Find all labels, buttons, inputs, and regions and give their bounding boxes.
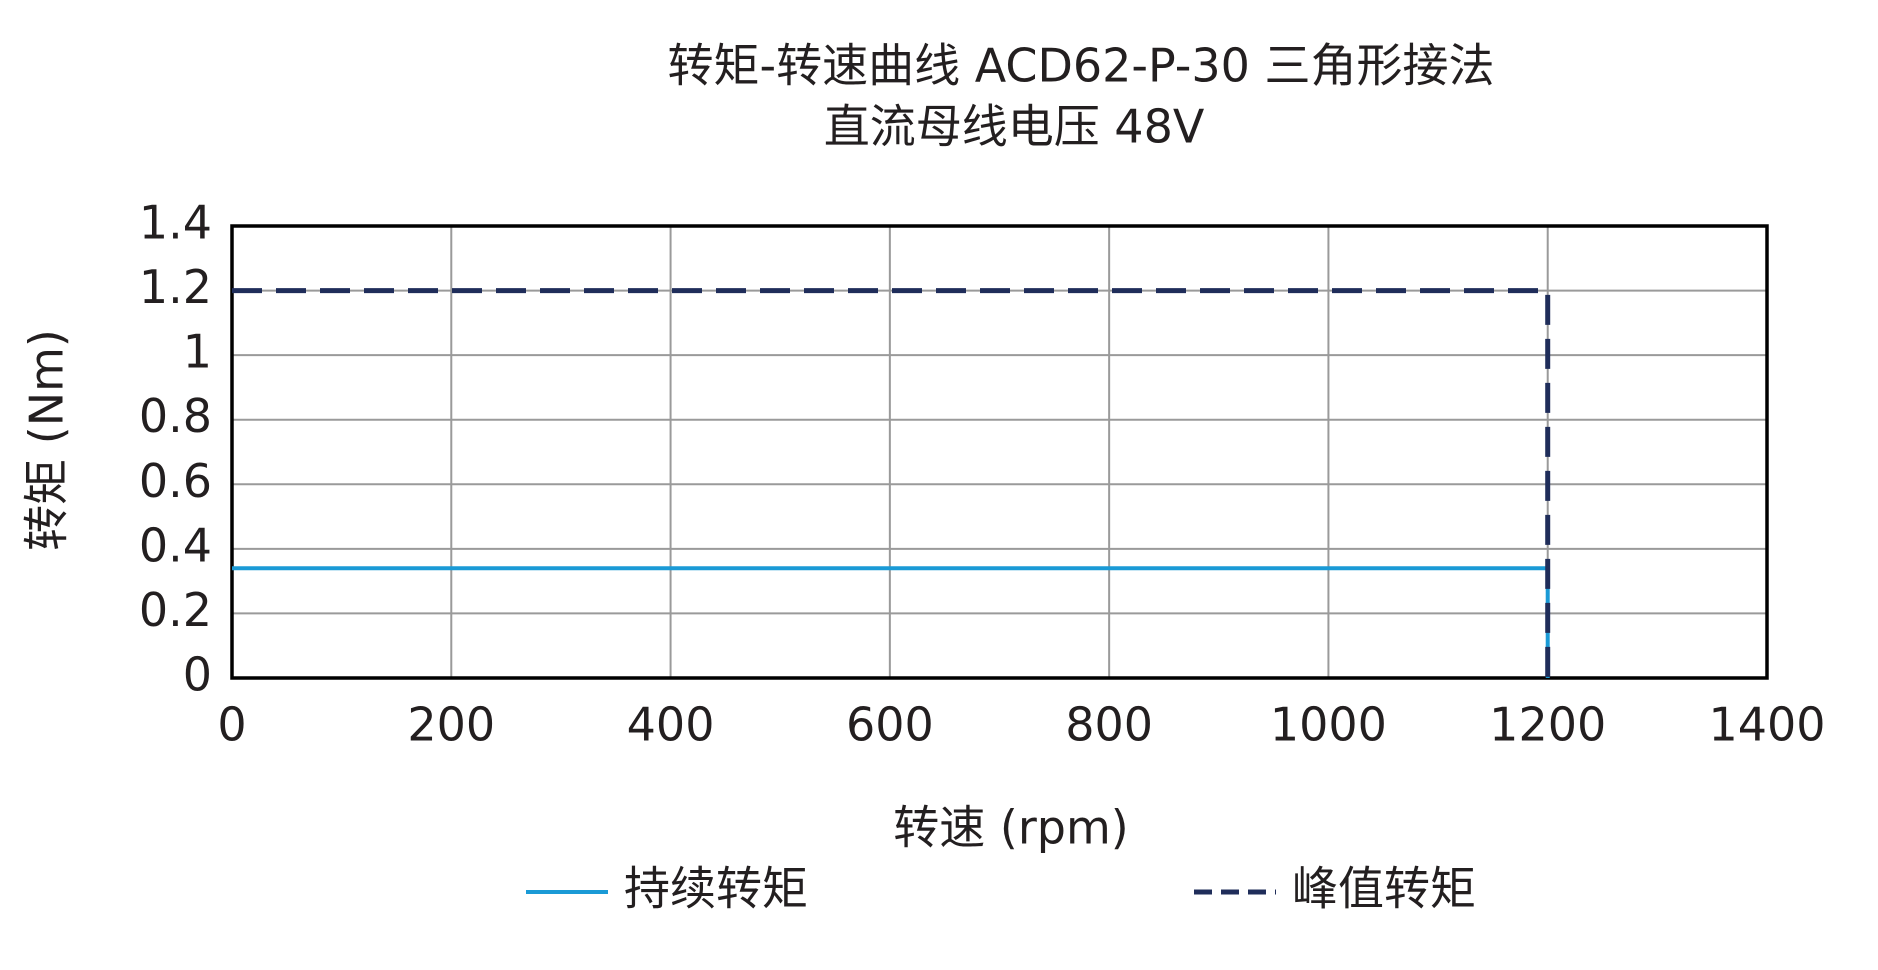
x-tick-label: 800 xyxy=(1065,698,1153,752)
y-tick-label: 1 xyxy=(183,325,212,379)
x-axis-label: 转速 (rpm) xyxy=(893,801,1128,855)
x-tick-label: 1000 xyxy=(1270,698,1387,752)
x-tick-label: 1200 xyxy=(1489,698,1606,752)
x-tick-label: 600 xyxy=(846,698,934,752)
legend-label: 持续转矩 xyxy=(624,862,808,916)
x-tick-label: 200 xyxy=(407,698,495,752)
y-tick-label: 0 xyxy=(183,648,212,702)
y-tick-label: 0.8 xyxy=(139,389,212,443)
y-tick-label: 1.2 xyxy=(139,260,212,314)
x-tick-label: 0 xyxy=(217,698,246,752)
chart-subtitle: 直流母线电压 48V xyxy=(824,100,1205,154)
plot-frame xyxy=(230,224,1769,680)
y-tick-label: 0.2 xyxy=(139,583,212,637)
y-tick-label: 0.4 xyxy=(139,518,212,572)
y-axis-label: 转矩 (Nm) xyxy=(20,329,74,551)
legend-label: 峰值转矩 xyxy=(1292,862,1476,916)
y-tick-label: 0.6 xyxy=(139,454,212,508)
chart-title: 转矩-转速曲线 ACD62-P-30 三角形接法 xyxy=(667,39,1494,93)
y-tick-label: 1.4 xyxy=(139,196,212,250)
x-tick-label: 400 xyxy=(627,698,715,752)
x-tick-label: 1400 xyxy=(1708,698,1825,752)
